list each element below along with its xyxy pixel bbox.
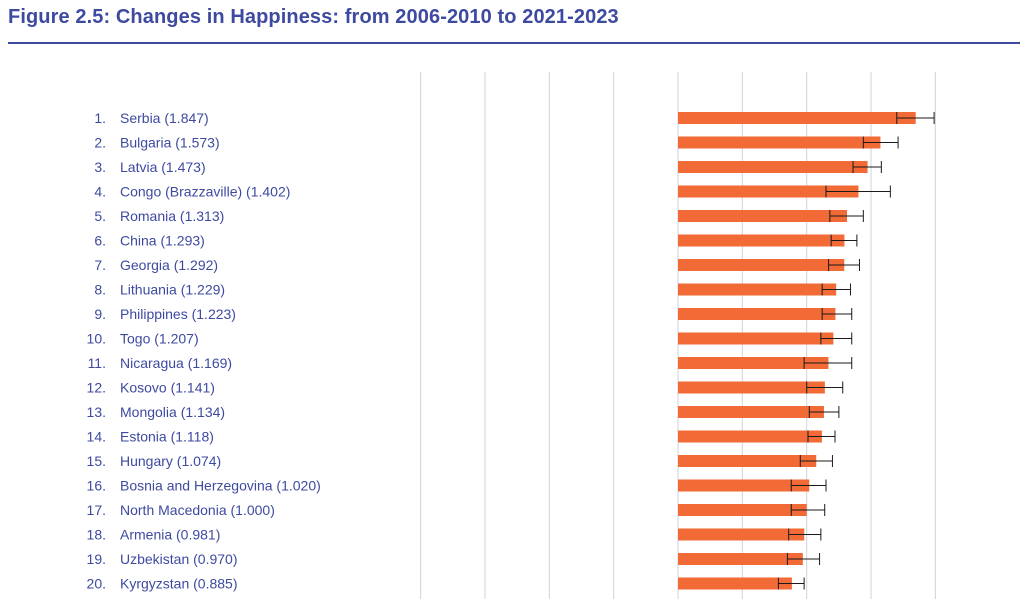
- bar: [678, 283, 837, 296]
- bar: [678, 308, 836, 320]
- category-label: Congo (Brazzaville) (1.402): [120, 184, 290, 200]
- category-label: Lithuania (1.229): [120, 282, 225, 298]
- chart-title: Figure 2.5: Changes in Happiness: from 2…: [8, 6, 619, 28]
- error-bar: [777, 577, 805, 590]
- title-underline: [8, 42, 1020, 44]
- error-bar: [852, 161, 882, 173]
- rank-label: 14.: [87, 429, 106, 445]
- bar: [678, 234, 845, 247]
- error-bars: [777, 112, 935, 590]
- error-bar: [821, 283, 851, 296]
- rank-label: 9.: [94, 306, 106, 322]
- bar: [678, 185, 859, 198]
- category-label: China (1.293): [120, 233, 205, 249]
- category-label: Uzbekistan (0.970): [120, 551, 238, 567]
- bar: [678, 553, 803, 565]
- category-label: Philippines (1.223): [120, 306, 236, 322]
- category-label: Estonia (1.118): [120, 429, 214, 445]
- rank-label: 4.: [94, 184, 106, 200]
- rank-label: 16.: [87, 478, 106, 494]
- error-bar: [806, 381, 844, 394]
- rank-label: 7.: [94, 257, 106, 273]
- rank-label: 1.: [94, 110, 106, 126]
- rank-label: 13.: [87, 404, 106, 420]
- bar: [678, 381, 825, 394]
- bar: [678, 577, 792, 590]
- error-bar: [786, 553, 821, 565]
- rank-label: 5.: [94, 208, 106, 224]
- error-bar: [803, 357, 853, 369]
- error-bar: [862, 136, 899, 149]
- rank-label: 2.: [94, 135, 106, 151]
- rank-label: 8.: [94, 282, 106, 298]
- bar: [678, 479, 810, 492]
- error-bar: [799, 455, 833, 467]
- rank-label: 6.: [94, 233, 106, 249]
- category-label: Togo (1.207): [120, 331, 199, 347]
- error-bar: [808, 406, 840, 418]
- category-label: Kosovo (1.141): [120, 380, 215, 396]
- error-bar: [821, 308, 853, 320]
- bars: [678, 112, 916, 590]
- category-labels: 1. Serbia (1.847) 2. Bulgaria (1.573) 3. Latv…: [87, 110, 321, 592]
- rank-label: 18.: [87, 527, 106, 543]
- category-label: Bulgaria (1.573): [120, 135, 220, 151]
- error-bar: [829, 210, 864, 222]
- bar: [678, 112, 916, 124]
- bar: [678, 430, 822, 443]
- rank-label: 19.: [87, 551, 106, 567]
- bar: [678, 259, 845, 271]
- rank-label: 15.: [87, 453, 106, 469]
- category-label: Serbia (1.847): [120, 110, 209, 126]
- error-bar: [788, 528, 822, 541]
- rank-label: 20.: [87, 576, 106, 592]
- rank-label: 17.: [87, 502, 106, 518]
- category-label: Romania (1.313): [120, 208, 224, 224]
- category-label: Kyrgyzstan (0.885): [120, 576, 238, 592]
- category-label: Armenia (0.981): [120, 527, 220, 543]
- bar: [678, 504, 807, 516]
- rank-label: 12.: [87, 380, 106, 396]
- error-bar: [896, 112, 935, 124]
- bar: [678, 455, 817, 467]
- bar: [678, 332, 834, 345]
- error-bar: [790, 479, 827, 492]
- category-label: Mongolia (1.134): [120, 404, 225, 420]
- category-label: Latvia (1.473): [120, 159, 206, 175]
- category-label: Bosnia and Herzegovina (1.020): [120, 478, 321, 494]
- category-label: Nicaragua (1.169): [120, 355, 232, 371]
- bar: [678, 136, 881, 149]
- bar: [678, 357, 829, 369]
- category-label: North Macedonia (1.000): [120, 502, 275, 518]
- bar: [678, 210, 847, 222]
- error-bar: [825, 185, 891, 198]
- rank-label: 11.: [88, 355, 106, 371]
- error-bar: [790, 504, 826, 516]
- bar: [678, 406, 824, 418]
- bar: [678, 528, 805, 541]
- error-bar: [830, 234, 858, 247]
- category-label: Georgia (1.292): [120, 257, 218, 273]
- bar: [678, 161, 868, 173]
- error-bar: [820, 332, 853, 345]
- rank-label: 10.: [87, 331, 106, 347]
- error-bar: [828, 259, 860, 271]
- error-bar: [807, 430, 836, 443]
- category-label: Hungary (1.074): [120, 453, 221, 469]
- rank-label: 3.: [94, 159, 106, 175]
